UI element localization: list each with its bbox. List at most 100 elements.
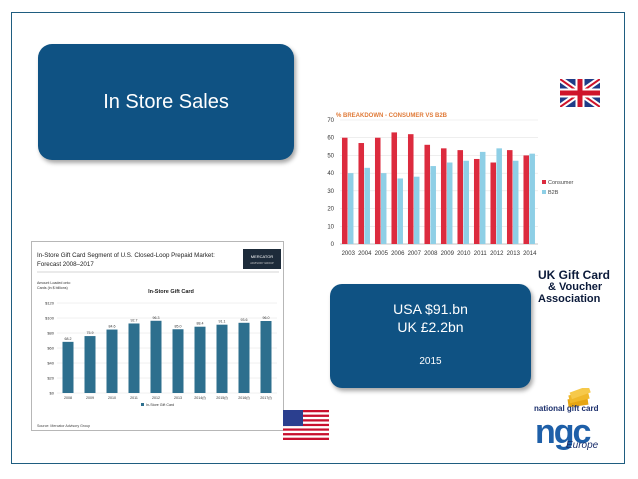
chart-title: % BREAKDOWN - CONSUMER VS B2B: [336, 113, 448, 119]
x-tick-label: 2013: [174, 396, 182, 400]
usa-stat: USA $91.bn: [393, 301, 468, 317]
x-tick-label: 2017(f): [260, 396, 271, 400]
bar-consumer-2012: [490, 162, 497, 244]
bar-2011: [128, 323, 140, 393]
gift-card-stack-icon: [567, 388, 591, 408]
y-axis-label-line-1: Amount Loaded onto: [37, 281, 70, 285]
bar-b2b-2008: [430, 166, 436, 244]
bar-b2b-2011: [479, 151, 486, 244]
y-tick-label: $0: [50, 391, 55, 396]
legend-label: In-Store Gift Card: [146, 403, 174, 407]
consumer-vs-b2b-chart: % BREAKDOWN - CONSUMER VS B2B 0 10 20 30 40 5…: [327, 113, 574, 257]
x-tick-label: 2014(f): [194, 396, 205, 400]
x-tick-label: 2014: [523, 251, 537, 257]
y-tick-label: 40: [327, 171, 334, 177]
bar-consumer-2010: [457, 150, 464, 244]
x-tick-label: 2006: [391, 251, 405, 257]
y-tick-label: $100: [45, 316, 55, 321]
mercator-logo-subtext: ADVISORY GROUP: [250, 261, 274, 265]
uk-flag-icon: [560, 79, 600, 107]
x-tick-label: 2003: [342, 251, 356, 257]
bar-2008: [62, 341, 74, 393]
bar-b2b-2014: [529, 153, 535, 244]
data-label: 96.0: [263, 316, 270, 320]
data-label: 68.2: [65, 337, 72, 341]
mercator-logo-text: MERCATOR: [251, 254, 274, 259]
bar-2016(f): [238, 322, 250, 393]
y-tick-label: 70: [327, 118, 334, 124]
bar-consumer-2013: [506, 150, 513, 244]
ukgcva-logo: UK Gift Card & Voucher Association: [538, 269, 616, 305]
y-tick-label: 50: [327, 153, 334, 159]
bar-2017(f): [260, 321, 272, 393]
ukgcva-line-3: Association: [538, 293, 601, 305]
in-store-gift-card-chart: In-Store Gift Card Segment of U.S. Close…: [31, 241, 284, 431]
bar-2012: [150, 320, 162, 393]
chart-heading-line-1: In-Store Gift Card Segment of U.S. Close…: [37, 252, 215, 259]
y-tick-label: $60: [47, 346, 54, 351]
x-tick-label: 2005: [375, 251, 389, 257]
y-tick-label: $20: [47, 376, 54, 381]
ukgcva-line-2: & Voucher: [548, 281, 603, 293]
bar-2010: [106, 329, 118, 393]
chart-heading-line-2: Forecast 2008–2017: [37, 261, 94, 268]
bar-2014(f): [194, 326, 206, 393]
uk-stat: UK £2.2bn: [397, 319, 464, 335]
data-label: 84.6: [109, 325, 116, 329]
slide-frame: [11, 12, 625, 464]
ukgcva-line-1: UK Gift Card: [538, 268, 610, 282]
data-label: 96.3: [153, 316, 160, 320]
y-tick-label: $80: [47, 331, 54, 336]
y-tick-label: 30: [327, 189, 334, 195]
y-tick-label: 0: [331, 242, 335, 248]
x-tick-label: 2008: [64, 396, 72, 400]
bar-2013: [172, 329, 184, 393]
y-tick-label: 60: [327, 136, 334, 142]
x-tick-label: 2009: [441, 251, 455, 257]
x-tick-label: 2011: [474, 251, 488, 257]
legend-label-b2b: B2B: [548, 190, 559, 196]
bar-consumer-2007: [407, 134, 414, 244]
y-tick-label: 10: [327, 224, 334, 230]
bar-consumer-2003: [341, 137, 348, 244]
bar-consumer-2005: [374, 137, 381, 244]
ngc-logo: ngc: [535, 413, 591, 451]
ngc-tagline: national gift card: [534, 404, 599, 413]
bar-b2b-2010: [463, 160, 469, 244]
x-tick-label: 2015(f): [216, 396, 227, 400]
bar-consumer-2006: [391, 132, 398, 244]
inner-chart-title: In-Store Gift Card: [148, 289, 194, 295]
bar-b2b-2003: [347, 173, 354, 244]
legend-swatch: [141, 403, 144, 406]
bar-b2b-2005: [380, 173, 387, 244]
bar-b2b-2004: [364, 167, 370, 244]
bar-consumer-2004: [358, 143, 365, 244]
x-tick-label: 2016(f): [238, 396, 249, 400]
x-tick-label: 2007: [408, 251, 422, 257]
bar-b2b-2013: [512, 160, 519, 244]
bar-b2b-2006: [397, 178, 403, 244]
legend-swatch-consumer: [542, 180, 546, 184]
x-tick-label: 2012: [490, 251, 504, 257]
x-tick-label: 2008: [424, 251, 438, 257]
bar-b2b-2012: [496, 148, 502, 244]
bar-b2b-2007: [413, 176, 420, 244]
bar-consumer-2008: [424, 144, 431, 244]
data-label: 92.7: [131, 318, 138, 322]
y-tick-label: $120: [45, 301, 55, 306]
stat-year: 2015: [419, 356, 442, 367]
data-label: 88.4: [197, 322, 204, 326]
data-label: 93.6: [241, 318, 248, 322]
x-tick-label: 2013: [507, 251, 521, 257]
data-label: 75.9: [87, 331, 94, 335]
x-tick-label: 2009: [86, 396, 94, 400]
y-tick-label: $40: [47, 361, 54, 366]
ngc-region: Europe: [566, 440, 599, 451]
y-axis-label-line-2: Cards (in $ billions): [37, 286, 68, 290]
legend-swatch-b2b: [542, 190, 546, 194]
bar-consumer-2009: [440, 148, 447, 244]
legend-label-consumer: Consumer: [548, 180, 574, 186]
x-tick-label: 2012: [152, 396, 160, 400]
x-tick-label: 2010: [457, 251, 471, 257]
bar-consumer-2014: [523, 155, 530, 244]
